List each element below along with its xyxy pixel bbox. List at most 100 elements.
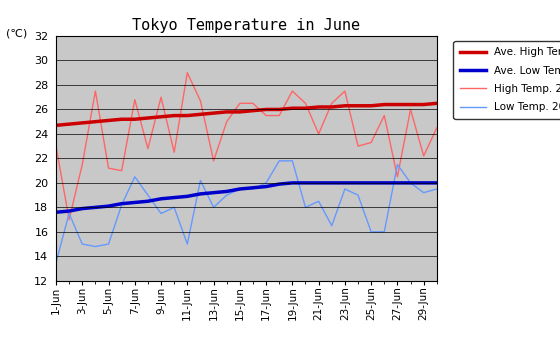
- Ave. High Temp.: [368, 104, 375, 108]
- High Temp. 2008: [407, 107, 414, 112]
- Low Temp. 2008: [53, 260, 59, 265]
- High Temp. 2008: [276, 113, 283, 118]
- Ave. Low Temp.: [315, 181, 322, 185]
- Low Temp. 2008: [342, 187, 348, 191]
- Ave. Low Temp.: [354, 181, 361, 185]
- Low Temp. 2008: [381, 230, 388, 234]
- Ave. Low Temp.: [328, 181, 335, 185]
- Ave. High Temp.: [66, 122, 72, 126]
- Ave. High Temp.: [171, 113, 178, 118]
- Ave. High Temp.: [158, 114, 165, 119]
- High Temp. 2008: [66, 217, 72, 222]
- Low Temp. 2008: [197, 178, 204, 183]
- High Temp. 2008: [354, 144, 361, 148]
- Ave. High Temp.: [328, 105, 335, 109]
- Ave. Low Temp.: [197, 192, 204, 196]
- High Temp. 2008: [250, 101, 256, 105]
- Text: (℃): (℃): [6, 29, 27, 39]
- Ave. High Temp.: [302, 106, 309, 111]
- Ave. Low Temp.: [144, 199, 151, 203]
- High Temp. 2008: [223, 120, 230, 124]
- High Temp. 2008: [197, 99, 204, 103]
- Ave. High Temp.: [144, 116, 151, 120]
- Ave. Low Temp.: [118, 202, 125, 206]
- Low Temp. 2008: [302, 205, 309, 210]
- High Temp. 2008: [342, 89, 348, 93]
- Low Temp. 2008: [236, 187, 243, 191]
- Ave. Low Temp.: [289, 181, 296, 185]
- Ave. Low Temp.: [381, 181, 388, 185]
- High Temp. 2008: [236, 101, 243, 105]
- Low Temp. 2008: [394, 162, 401, 167]
- High Temp. 2008: [289, 89, 296, 93]
- Ave. High Temp.: [236, 110, 243, 114]
- High Temp. 2008: [171, 150, 178, 154]
- Ave. High Temp.: [197, 112, 204, 117]
- High Temp. 2008: [53, 144, 59, 148]
- Ave. High Temp.: [263, 107, 269, 112]
- Ave. Low Temp.: [421, 181, 427, 185]
- Ave. High Temp.: [394, 102, 401, 107]
- Ave. High Temp.: [315, 105, 322, 109]
- Low Temp. 2008: [289, 159, 296, 163]
- Line: Ave. Low Temp.: Ave. Low Temp.: [56, 183, 437, 212]
- Ave. Low Temp.: [368, 181, 375, 185]
- High Temp. 2008: [158, 95, 165, 99]
- High Temp. 2008: [144, 147, 151, 151]
- Ave. Low Temp.: [132, 200, 138, 204]
- Ave. Low Temp.: [171, 195, 178, 200]
- High Temp. 2008: [92, 89, 99, 93]
- Low Temp. 2008: [433, 187, 440, 191]
- Low Temp. 2008: [144, 193, 151, 197]
- Ave. High Temp.: [250, 108, 256, 113]
- Ave. Low Temp.: [210, 190, 217, 195]
- Low Temp. 2008: [184, 242, 190, 246]
- Low Temp. 2008: [315, 199, 322, 203]
- High Temp. 2008: [315, 132, 322, 136]
- Low Temp. 2008: [276, 159, 283, 163]
- Ave. High Temp.: [92, 120, 99, 124]
- High Temp. 2008: [105, 166, 112, 170]
- Low Temp. 2008: [250, 187, 256, 191]
- Low Temp. 2008: [223, 193, 230, 197]
- Ave. Low Temp.: [407, 181, 414, 185]
- Ave. High Temp.: [407, 102, 414, 107]
- Low Temp. 2008: [210, 205, 217, 210]
- High Temp. 2008: [210, 159, 217, 163]
- Low Temp. 2008: [132, 175, 138, 179]
- Ave. High Temp.: [132, 117, 138, 121]
- High Temp. 2008: [132, 98, 138, 102]
- Low Temp. 2008: [158, 211, 165, 216]
- High Temp. 2008: [328, 101, 335, 105]
- Ave. High Temp.: [289, 106, 296, 111]
- Low Temp. 2008: [118, 203, 125, 207]
- Ave. Low Temp.: [250, 186, 256, 190]
- Ave. Low Temp.: [276, 182, 283, 186]
- Low Temp. 2008: [421, 190, 427, 195]
- Low Temp. 2008: [79, 242, 86, 246]
- Ave. Low Temp.: [184, 194, 190, 198]
- Ave. Low Temp.: [105, 204, 112, 208]
- Ave. High Temp.: [276, 107, 283, 112]
- High Temp. 2008: [79, 162, 86, 167]
- Legend: Ave. High Temp., Ave. Low Temp., High Temp. 2008, Low Temp. 2008: Ave. High Temp., Ave. Low Temp., High Te…: [454, 41, 560, 119]
- Low Temp. 2008: [328, 224, 335, 228]
- High Temp. 2008: [302, 101, 309, 105]
- High Temp. 2008: [368, 140, 375, 145]
- Ave. Low Temp.: [342, 181, 348, 185]
- Ave. Low Temp.: [79, 206, 86, 211]
- Ave. High Temp.: [342, 104, 348, 108]
- High Temp. 2008: [421, 154, 427, 158]
- Ave. Low Temp.: [223, 189, 230, 194]
- Line: High Temp. 2008: High Temp. 2008: [56, 73, 437, 220]
- High Temp. 2008: [118, 168, 125, 173]
- Line: Low Temp. 2008: Low Temp. 2008: [56, 161, 437, 262]
- Ave. High Temp.: [184, 113, 190, 118]
- Ave. High Temp.: [105, 118, 112, 123]
- Ave. Low Temp.: [433, 181, 440, 185]
- Low Temp. 2008: [354, 193, 361, 197]
- Ave. High Temp.: [421, 102, 427, 107]
- Ave. Low Temp.: [53, 210, 59, 215]
- High Temp. 2008: [263, 113, 269, 118]
- High Temp. 2008: [184, 71, 190, 75]
